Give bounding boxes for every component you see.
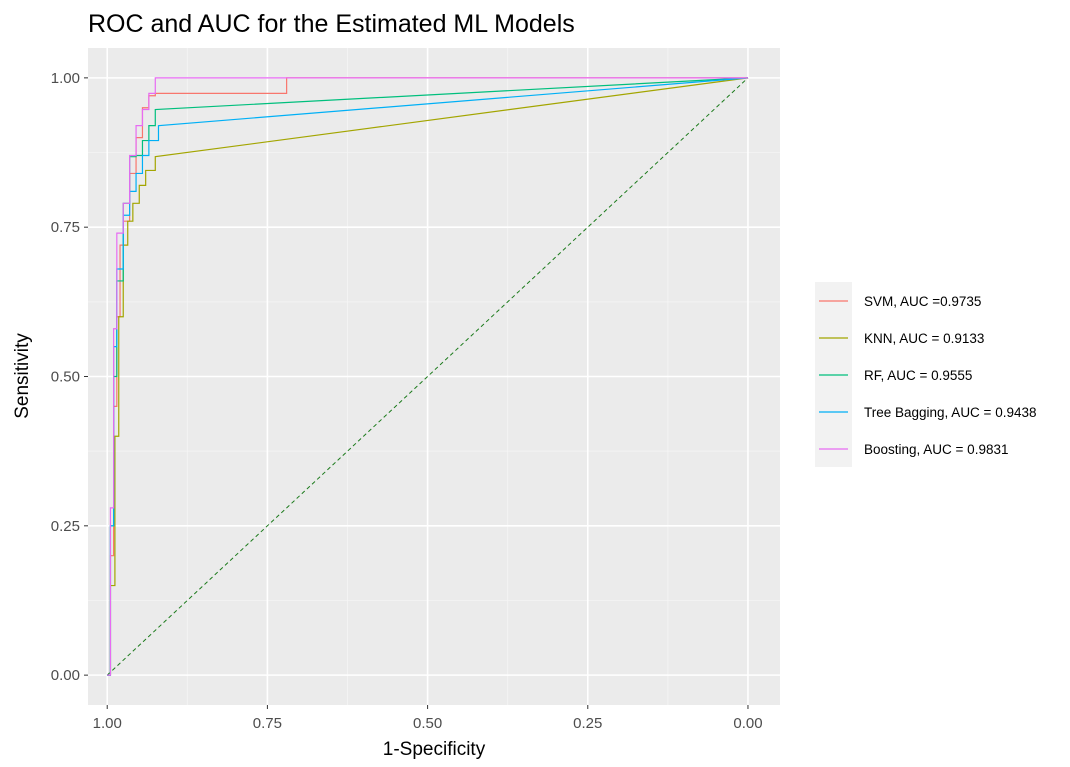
x-tick-label: 1.00 <box>93 715 122 732</box>
reference-diagonal-line <box>106 77 749 676</box>
roc-curve-5 <box>107 77 748 676</box>
reference-diagonal <box>106 77 749 676</box>
y-tick-label: 0.25 <box>51 518 80 535</box>
y-tick-label: 1.00 <box>51 70 80 87</box>
x-axis-title: 1-Specificity <box>383 739 486 760</box>
y-axis-title: Sensitivity <box>12 333 33 419</box>
x-tick-label: 0.00 <box>733 715 762 732</box>
roc-curve-2 <box>107 77 749 676</box>
y-axis-ticks: 0.00 0.25 0.50 0.75 1.00 <box>51 70 88 684</box>
x-axis-ticks: 1.00 0.75 0.50 0.25 0.00 <box>93 705 763 732</box>
roc-curves <box>107 77 749 676</box>
legend-label-5: Boosting, AUC = 0.9831 <box>864 442 1008 457</box>
legend-label-4: Tree Bagging, AUC = 0.9438 <box>864 405 1037 420</box>
legend-label-1: SVM, AUC =0.9735 <box>864 294 981 309</box>
legend: SVM, AUC =0.9735 KNN, AUC = 0.9133 RF, AUC… <box>815 282 1037 467</box>
y-tick-label: 0.00 <box>51 667 80 684</box>
legend-label-2: KNN, AUC = 0.9133 <box>864 331 984 346</box>
y-tick-label: 0.50 <box>51 369 80 386</box>
x-tick-label: 0.25 <box>573 715 602 732</box>
y-tick-label: 0.75 <box>51 219 80 236</box>
chart-title: ROC and AUC for the Estimated ML Models <box>88 10 575 38</box>
x-tick-label: 0.50 <box>413 715 442 732</box>
legend-label-3: RF, AUC = 0.9555 <box>864 368 972 383</box>
x-tick-label: 0.75 <box>253 715 282 732</box>
